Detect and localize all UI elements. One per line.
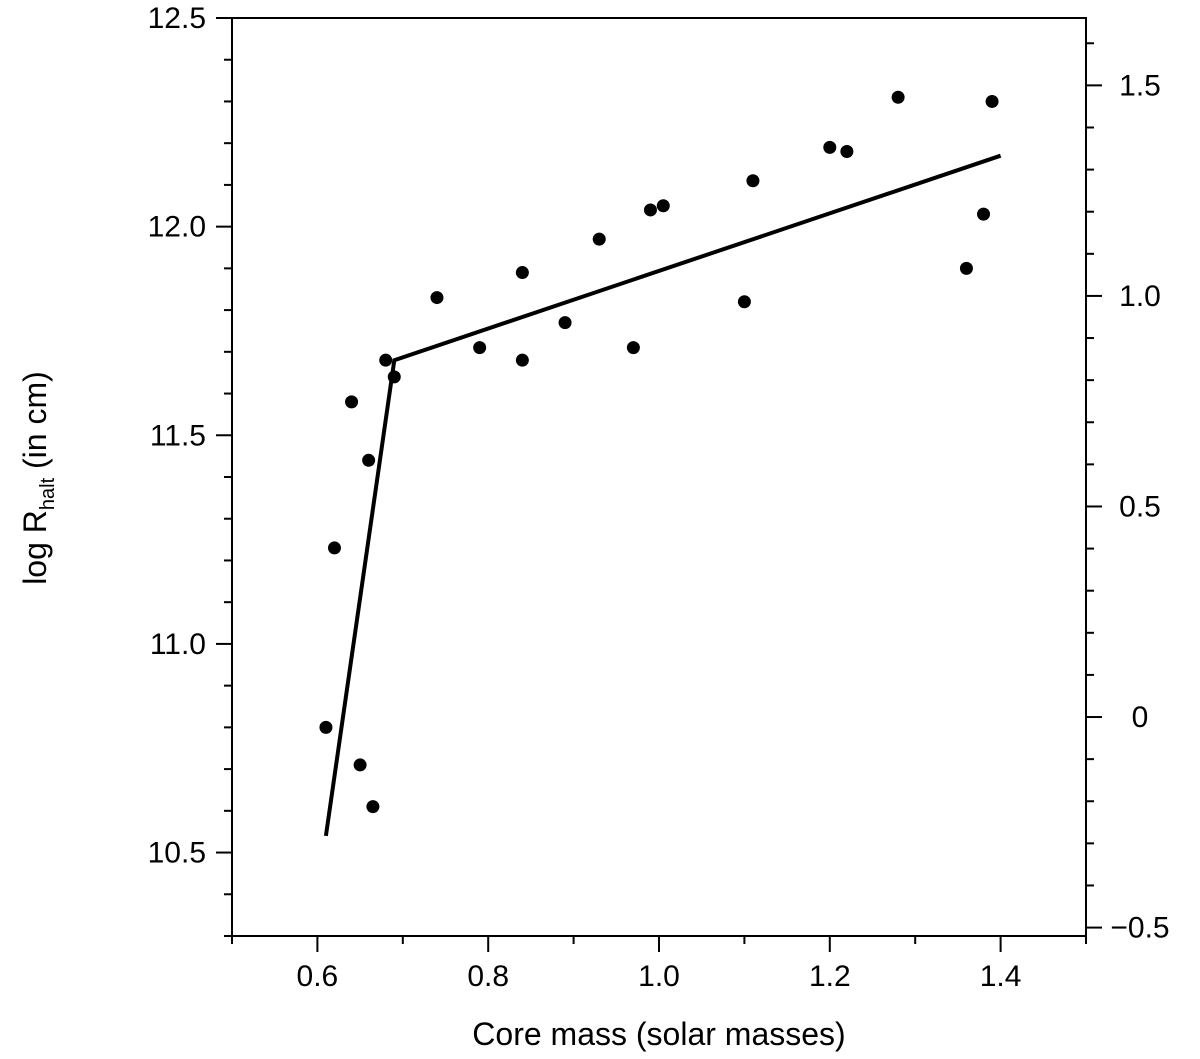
y2-tick-label: −0.5 <box>1110 912 1169 945</box>
data-point <box>515 353 529 367</box>
y2-tick-label: 0 <box>1132 701 1149 734</box>
data-point <box>362 453 376 467</box>
data-point <box>327 541 341 555</box>
y2-tick-label: 1.5 <box>1119 69 1161 102</box>
x-tick-label: 0.8 <box>467 960 509 993</box>
data-point <box>353 758 367 772</box>
data-point <box>592 232 606 246</box>
data-points <box>319 90 999 814</box>
x-tick-label: 1.0 <box>638 960 680 993</box>
y-axis-title-prefix: log R <box>17 510 53 585</box>
y-axis-title-suffix: (in cm) <box>17 371 53 478</box>
data-point <box>430 291 444 305</box>
y-tick-label: 11.5 <box>150 419 206 452</box>
y-axis-title-subscript: halt <box>37 477 59 510</box>
data-point <box>737 295 751 309</box>
plot-frame <box>231 17 1087 937</box>
data-point <box>985 94 999 108</box>
data-point <box>626 341 640 355</box>
data-point <box>515 266 529 280</box>
data-point <box>840 145 854 159</box>
y-tick-label: 10.5 <box>148 837 206 870</box>
y-axis-ticks: 10.5 11.0 11.5 12.0 12.5 <box>148 2 232 937</box>
x-tick-label: 0.6 <box>297 960 339 993</box>
data-point <box>558 316 572 330</box>
y-tick-label: 12.5 <box>148 2 206 35</box>
data-point <box>959 261 973 275</box>
data-point <box>656 199 670 213</box>
data-point <box>379 353 393 367</box>
x-axis-title: Core mass (solar masses) <box>472 1016 845 1052</box>
y2-tick-label: 0.5 <box>1119 490 1161 523</box>
data-point <box>891 90 905 104</box>
data-point <box>977 207 991 221</box>
data-point <box>643 203 657 217</box>
data-point <box>387 370 401 384</box>
y-tick-label: 12.0 <box>148 211 206 244</box>
fit-line <box>323 153 1002 837</box>
data-point <box>823 140 837 154</box>
y-tick-label: 11.0 <box>150 628 206 661</box>
y2-tick-label: 1.0 <box>1119 280 1161 313</box>
data-point <box>473 341 487 355</box>
data-point <box>746 174 760 188</box>
x-tick-label: 1.2 <box>809 960 851 993</box>
data-point <box>319 720 333 734</box>
y2-axis-ticks: −0.5 0 0.5 1.0 1.5 <box>1086 42 1170 945</box>
data-point <box>366 800 380 814</box>
x-tick-label: 1.4 <box>980 960 1022 993</box>
data-point <box>345 395 359 409</box>
y-axis-title: log Rhalt (in cm) <box>17 371 59 585</box>
x-axis-ticks: 0.6 0.8 1.0 1.2 1.4 <box>231 936 1087 993</box>
